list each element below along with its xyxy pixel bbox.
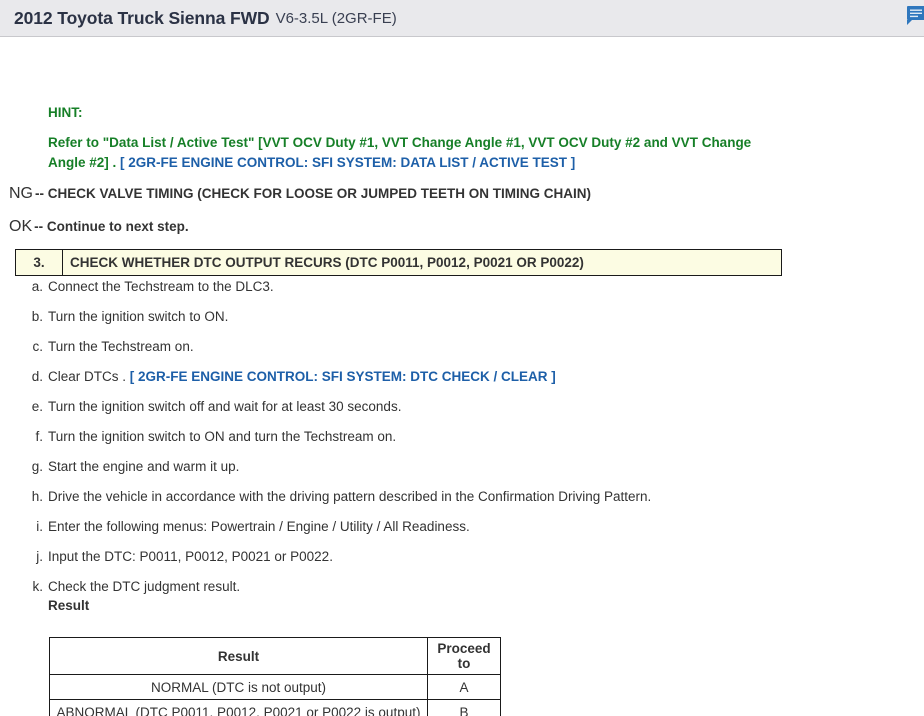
list-item-marker: a. [31,279,43,294]
list-item-text: Clear DTCs . [48,369,130,384]
judgement-ok-code: OK [9,218,33,235]
cell-result: ABNORMAL (DTC P0011, P0012, P0021 or P00… [49,699,428,716]
list-item-text: Check the DTC judgment result. [48,579,241,594]
list-item: i. Enter the following menus: Powertrain … [0,517,900,547]
list-item-text: Enter the following menus: Powertrain / … [48,519,470,534]
list-item: e. Turn the ignition switch off and wait … [0,397,900,427]
list-item-marker: f. [35,429,43,444]
list-item: f. Turn the ignition switch to ON and tur… [0,427,900,457]
list-item-text: Turn the Techstream on. [48,339,194,354]
list-item-text: Turn the ignition switch off and wait fo… [48,399,402,414]
document-body: HINT: Refer to "Data List / Active Test"… [0,37,924,716]
list-item-marker: k. [32,579,43,594]
hint-block: HINT: Refer to "Data List / Active Test"… [48,103,788,173]
cell-proceed-to: B [427,699,501,716]
list-item-marker: e. [31,399,43,414]
judgement-ng: NG -- CHECK VALVE TIMING (CHECK FOR LOOSE… [9,185,591,203]
hint-body-text: Refer to "Data List / Active Test" [VVT … [48,135,752,170]
list-item-text: Input the DTC: P0011, P0012, P0021 or P0… [48,549,333,564]
table-row: ABNORMAL (DTC P0011, P0012, P0021 or P00… [49,699,501,716]
judgement-ng-code: NG [9,185,33,202]
column-header-result: Result [49,637,428,675]
list-item-text: Drive the vehicle in accordance with the… [48,489,652,504]
list-item: d. Clear DTCs . [ 2GR-FE ENGINE CONTROL: … [0,367,900,397]
step-title: CHECK WHETHER DTC OUTPUT RECURS (DTC P00… [70,255,584,270]
list-item-text: Turn the ignition switch to ON. [48,309,229,324]
table-row: NORMAL (DTC is not output) A [49,674,501,700]
cell-proceed-to: A [427,674,501,700]
step-number: 3. [16,250,63,275]
list-item-text: Connect the Techstream to the DLC3. [48,279,274,294]
judgement-ok: OK -- Continue to next step. [9,218,189,236]
result-label: Result [48,598,90,613]
list-item-marker: b. [31,309,43,324]
page-title: 2012 Toyota Truck Sienna FWD [14,7,270,28]
judgement-ok-text: -- Continue to next step. [34,219,189,234]
step-header-box: 3. CHECK WHETHER DTC OUTPUT RECURS (DTC … [15,249,782,276]
hint-text: Refer to "Data List / Active Test" [VVT … [48,133,788,173]
list-item-marker: i. [36,519,43,534]
result-table: Result Proceed to NORMAL (DTC is not out… [49,637,501,716]
list-item: k. Check the DTC judgment result. [0,577,900,607]
step-instruction-list: a. Connect the Techstream to the DLC3. b. T… [0,277,900,607]
cell-result: NORMAL (DTC is not output) [49,674,428,700]
list-item: g. Start the engine and warm it up. [0,457,900,487]
list-item-marker: c. [32,339,43,354]
judgement-ng-text: -- CHECK VALVE TIMING (CHECK FOR LOOSE O… [35,186,591,201]
list-item: b. Turn the ignition switch to ON. [0,307,900,337]
step-reference-link[interactable]: [ 2GR-FE ENGINE CONTROL: SFI SYSTEM: DTC… [129,369,556,384]
list-item: j. Input the DTC: P0011, P0012, P0021 or … [0,547,900,577]
vehicle-engine-label: V6-3.5L (2GR-FE) [275,9,397,27]
list-item-text: Start the engine and warm it up. [48,459,240,474]
column-header-proceed-to: Proceed to [427,637,501,675]
note-comment-icon[interactable] [904,5,924,27]
list-item: a. Connect the Techstream to the DLC3. [0,277,900,307]
app-header: 2012 Toyota Truck Sienna FWD V6-3.5L (2G… [0,0,924,37]
list-item: h. Drive the vehicle in accordance with t… [0,487,900,517]
list-item-marker: j. [36,549,43,564]
table-header-row: Result Proceed to [49,637,501,675]
hint-reference-link[interactable]: [ 2GR-FE ENGINE CONTROL: SFI SYSTEM: DAT… [120,155,576,170]
hint-label: HINT: [48,105,83,120]
list-item-text: Turn the ignition switch to ON and turn … [48,429,397,444]
list-item-marker: d. [31,369,43,384]
list-item-marker: h. [31,489,43,504]
list-item: c. Turn the Techstream on. [0,337,900,367]
list-item-marker: g. [31,459,43,474]
